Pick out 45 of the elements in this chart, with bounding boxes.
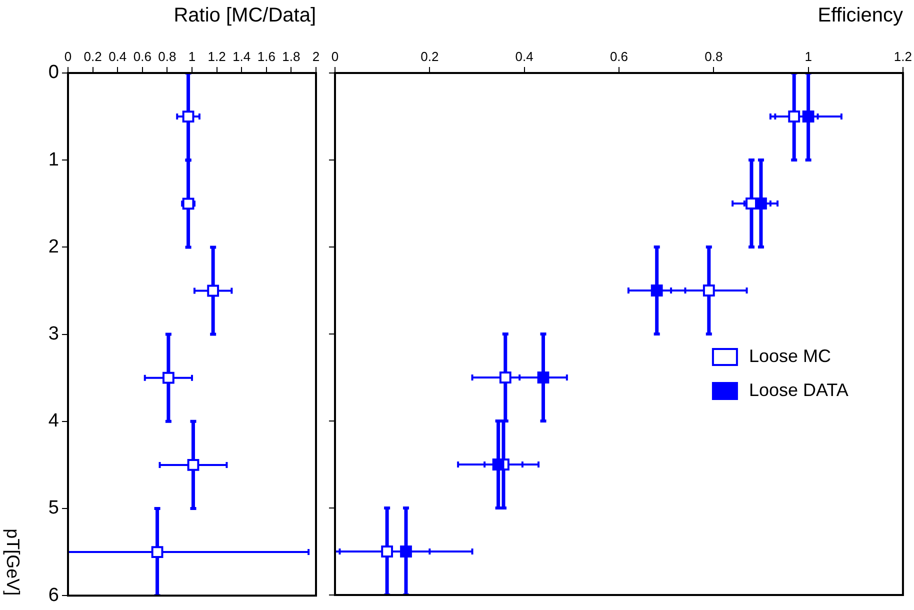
x-tick-label: 1.4 bbox=[232, 48, 251, 64]
x-tick-label: 0 bbox=[64, 48, 72, 64]
x-tick-label: 1.8 bbox=[282, 48, 300, 64]
y-tick-label: 4 bbox=[48, 410, 60, 432]
point bbox=[492, 458, 504, 470]
y-axis-title: pT[GeV] bbox=[3, 528, 24, 596]
x-tick-label: 1 bbox=[804, 48, 812, 64]
point bbox=[537, 372, 550, 384]
point bbox=[207, 284, 220, 297]
x-axis-title: Ratio [MC/Data] bbox=[174, 4, 316, 27]
y-tick-label: 6 bbox=[48, 584, 59, 606]
x-tick-label: 1.2 bbox=[208, 48, 226, 64]
point bbox=[802, 110, 814, 122]
point bbox=[400, 546, 412, 558]
point bbox=[499, 372, 512, 384]
x-tick-label: 0.2 bbox=[420, 48, 439, 64]
x-tick-label: 2 bbox=[312, 48, 320, 64]
y-tick-label: 0 bbox=[48, 62, 59, 84]
x-tick-label: 1 bbox=[188, 48, 196, 64]
y-tick-label: 1 bbox=[48, 149, 59, 170]
point bbox=[650, 284, 663, 296]
point bbox=[788, 110, 800, 122]
point bbox=[182, 110, 194, 122]
point bbox=[755, 198, 767, 210]
x-tick-label: 0.6 bbox=[133, 48, 152, 64]
legend-label: Loose MC bbox=[748, 346, 832, 366]
x-tick-label: 1.6 bbox=[257, 48, 276, 64]
x-axis-title: Efficiency bbox=[818, 4, 903, 27]
y-tick-label: 2 bbox=[48, 236, 59, 258]
x-tick-label: 0.2 bbox=[84, 48, 102, 64]
point bbox=[162, 372, 174, 384]
x-tick-label: 0.4 bbox=[108, 48, 127, 64]
x-tick-label: 0.8 bbox=[704, 48, 723, 64]
x-tick-label: 0 bbox=[331, 48, 339, 64]
point bbox=[381, 546, 394, 558]
legend-label: Loose DATA bbox=[748, 380, 848, 400]
point bbox=[187, 459, 200, 471]
x-tick-label: 1.2 bbox=[894, 48, 912, 64]
x-tick-label: 0.6 bbox=[610, 48, 628, 64]
y-tick-label: 5 bbox=[48, 498, 59, 519]
x-tick-label: 0.4 bbox=[515, 48, 534, 64]
point bbox=[151, 546, 164, 558]
x-tick-label: 0.8 bbox=[158, 48, 176, 64]
y-tick-label: 3 bbox=[48, 324, 59, 345]
point bbox=[702, 284, 715, 296]
